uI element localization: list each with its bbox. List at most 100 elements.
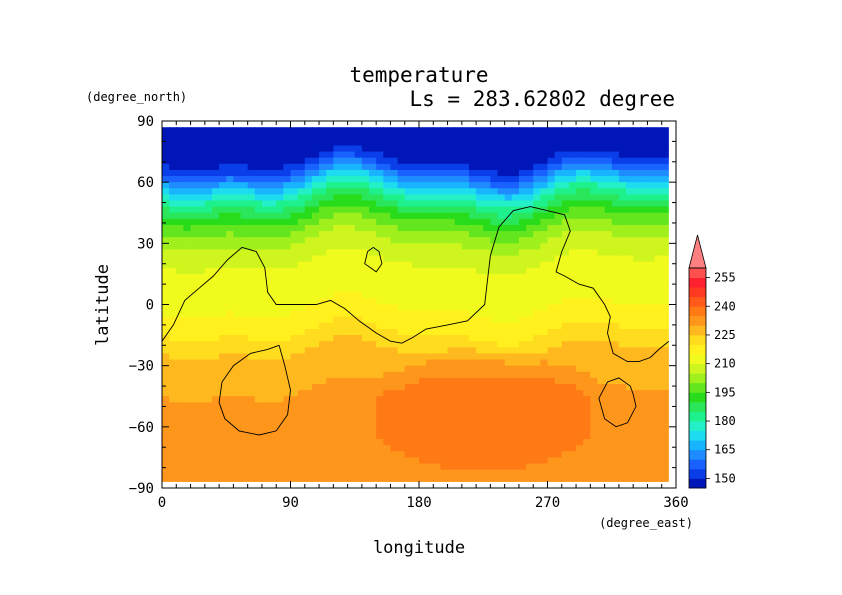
field-cell — [261, 347, 270, 355]
field-cell — [483, 414, 491, 422]
field-cell — [633, 188, 641, 195]
field-cell — [454, 249, 463, 257]
field-cell — [597, 237, 606, 244]
field-cell — [561, 432, 570, 440]
field-cell — [426, 377, 434, 385]
field-cell — [597, 280, 606, 287]
field-cell — [640, 439, 649, 446]
field-cell — [354, 396, 363, 403]
field-cell — [576, 390, 584, 397]
field-cell — [661, 347, 669, 355]
field-cell — [426, 237, 434, 244]
field-cell — [304, 414, 313, 422]
field-cell — [654, 328, 663, 336]
field-cell — [611, 341, 620, 348]
field-cell — [261, 280, 270, 287]
field-cell — [240, 224, 249, 232]
field-cell — [347, 292, 356, 299]
field-cell — [454, 463, 463, 471]
field-cell — [476, 231, 484, 238]
field-cell — [611, 420, 620, 428]
field-cell — [304, 371, 313, 379]
field-cell — [633, 194, 641, 202]
field-cell — [211, 218, 220, 226]
field-cell — [169, 139, 177, 147]
field-cell — [361, 157, 370, 165]
field-cell — [626, 292, 634, 299]
field-cell — [269, 200, 277, 208]
field-cell — [554, 237, 563, 244]
field-cell — [540, 218, 549, 226]
field-cell — [640, 414, 649, 422]
field-cell — [197, 408, 206, 416]
field-cell — [326, 139, 334, 147]
field-cell — [361, 469, 370, 477]
field-cell — [369, 200, 377, 208]
field-cell — [426, 322, 434, 330]
field-cell — [390, 390, 399, 397]
field-cell — [290, 335, 299, 342]
field-cell — [397, 200, 406, 208]
field-cell — [497, 310, 506, 318]
field-cell — [204, 298, 213, 306]
field-cell — [297, 286, 306, 293]
field-cell — [297, 353, 306, 361]
field-cell — [162, 231, 170, 238]
field-cell — [390, 255, 399, 263]
field-cell — [176, 255, 185, 263]
field-cell — [654, 432, 663, 440]
field-cell — [311, 402, 320, 410]
field-cell — [618, 249, 627, 257]
field-cell — [290, 273, 299, 281]
field-cell — [611, 237, 620, 244]
field-cell — [618, 255, 627, 263]
field-cell — [326, 188, 334, 195]
field-cell — [583, 328, 591, 336]
field-cell — [518, 322, 527, 330]
field-cell — [261, 377, 270, 385]
field-cell — [340, 310, 349, 318]
field-cell — [419, 267, 427, 275]
field-cell — [211, 280, 220, 287]
field-cell — [554, 151, 563, 159]
field-cell — [319, 237, 327, 244]
field-cell — [326, 402, 334, 410]
field-cell — [333, 377, 342, 385]
field-cell — [661, 408, 669, 416]
field-cell — [433, 182, 442, 189]
field-cell — [326, 384, 334, 391]
field-cell — [468, 341, 477, 348]
field-cell — [633, 408, 641, 416]
field-cell — [190, 298, 199, 306]
field-cell — [433, 218, 442, 226]
field-cell — [654, 163, 663, 171]
field-cell — [661, 280, 669, 287]
field-cell — [183, 445, 192, 452]
field-cell — [319, 157, 327, 165]
field-cell — [333, 237, 342, 244]
field-cell — [340, 273, 349, 281]
field-cell — [611, 163, 620, 171]
field-cell — [276, 218, 284, 226]
field-cell — [404, 176, 413, 183]
field-cell — [597, 286, 606, 293]
field-cell — [590, 463, 599, 471]
field-cell — [540, 224, 549, 232]
field-cell — [240, 249, 249, 257]
field-cell — [647, 384, 656, 391]
field-cell — [269, 206, 277, 214]
field-cell — [376, 457, 384, 465]
field-cell — [240, 194, 249, 202]
field-cell — [483, 169, 491, 177]
field-cell — [261, 255, 270, 263]
field-cell — [376, 298, 384, 306]
field-cell — [419, 328, 427, 336]
field-cell — [226, 365, 234, 373]
field-cell — [204, 439, 213, 446]
field-cell — [347, 328, 356, 336]
field-cell — [618, 414, 627, 422]
field-cell — [419, 224, 427, 232]
field-cell — [269, 163, 277, 171]
field-cell — [518, 475, 527, 482]
field-cell — [568, 157, 577, 165]
